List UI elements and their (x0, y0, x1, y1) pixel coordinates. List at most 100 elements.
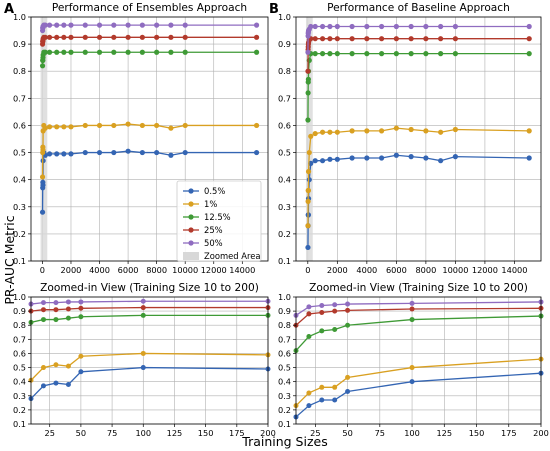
zoomed-area-band (40, 17, 48, 261)
data-point (306, 390, 312, 396)
data-point (334, 129, 340, 135)
legend-label: 0.5% (204, 186, 225, 196)
data-point (40, 300, 46, 306)
data-point (40, 383, 46, 389)
data-point (423, 51, 429, 57)
legend-marker (188, 201, 194, 207)
data-point (306, 334, 312, 340)
data-point (139, 49, 145, 55)
data-point (61, 124, 67, 130)
series-line-12.5% (295, 315, 542, 352)
data-point (54, 34, 60, 40)
data-point (168, 125, 174, 131)
figure-ylabel: PR-AUC Metric (2, 215, 17, 304)
data-point (61, 34, 67, 40)
legend-label: 12.5% (204, 212, 231, 222)
data-point (96, 122, 103, 129)
data-point (253, 22, 260, 28)
data-point (46, 124, 53, 130)
data-point (319, 302, 325, 308)
legend-marker (188, 214, 194, 220)
data-point (319, 129, 326, 135)
x-tick-label: 10000 (442, 265, 468, 275)
axes-frame (295, 16, 542, 262)
data-point (168, 34, 174, 40)
x-tick-label: 4000 (89, 265, 110, 275)
y-tick-label: 0.6 (278, 120, 291, 130)
data-point (46, 49, 53, 55)
data-point (393, 23, 399, 30)
axes-frame (30, 16, 269, 262)
x-tick-label: 175 (501, 428, 517, 438)
y-tick-label: 0.3 (13, 391, 26, 401)
data-point (349, 128, 355, 134)
legend: 0.5% 1% 12.5% 25% 50% Zoomed Area (176, 180, 262, 262)
data-point (305, 168, 312, 175)
panel-title: Performance of Baseline Approach (327, 2, 510, 14)
data-point (408, 51, 414, 57)
x-tick-label: 125 (167, 428, 183, 438)
data-point (40, 147, 46, 153)
y-tick-label: 0.4 (278, 175, 291, 185)
axes-frame (295, 296, 542, 425)
data-point (345, 389, 351, 395)
data-point (78, 353, 84, 359)
data-point (364, 155, 370, 161)
y-tick-label: 0.2 (13, 405, 26, 415)
data-point (526, 23, 532, 30)
data-point (308, 133, 314, 139)
data-point (409, 300, 415, 306)
data-point (409, 317, 415, 323)
data-point (140, 312, 146, 318)
y-tick-label: 1.0 (13, 292, 26, 302)
x-tick-label: 200 (533, 428, 549, 438)
data-point (305, 68, 311, 74)
data-point (349, 155, 355, 161)
data-point (349, 51, 355, 57)
data-point (68, 34, 74, 40)
data-point (438, 23, 444, 30)
data-point (125, 121, 131, 127)
data-point (319, 384, 325, 390)
data-point (393, 51, 399, 57)
x-tick-label: 12000 (201, 265, 227, 275)
data-point (40, 365, 46, 371)
data-point (78, 314, 84, 320)
data-point (312, 130, 318, 137)
y-tick-label: 1.0 (278, 292, 291, 302)
y-tick-label: 0.6 (13, 348, 26, 358)
data-point (305, 223, 311, 229)
series-line-1% (41, 123, 257, 177)
data-point (305, 244, 311, 251)
data-point (319, 158, 326, 164)
y-tick-label: 0.8 (13, 66, 26, 76)
data-point (334, 156, 340, 162)
data-point (140, 305, 146, 311)
data-point (349, 23, 355, 30)
axes-frame (30, 296, 269, 425)
data-point (409, 306, 415, 312)
data-point (379, 128, 385, 134)
data-point (154, 149, 160, 156)
data-point (319, 23, 326, 30)
x-tick-label: 25 (44, 428, 54, 438)
x-tick-label: 6000 (386, 265, 407, 275)
x-tick-label: 50 (342, 428, 352, 438)
x-tick-label: 4000 (356, 265, 377, 275)
data-point (82, 34, 88, 40)
data-point (78, 305, 84, 311)
legend-marker (188, 227, 194, 233)
y-tick-label: 0.2 (13, 229, 26, 239)
series-line-50% (41, 24, 257, 31)
data-point (409, 379, 415, 385)
data-point (125, 49, 131, 55)
data-point (65, 381, 71, 387)
panel-letter: B (269, 2, 279, 17)
data-point (53, 317, 59, 323)
y-tick-label: 0.9 (13, 306, 26, 316)
panel-title: Performance of Ensembles Approach (52, 2, 247, 14)
y-tick-label: 0.3 (278, 391, 291, 401)
data-point (327, 51, 333, 57)
data-point (96, 34, 103, 40)
data-point (53, 380, 59, 386)
